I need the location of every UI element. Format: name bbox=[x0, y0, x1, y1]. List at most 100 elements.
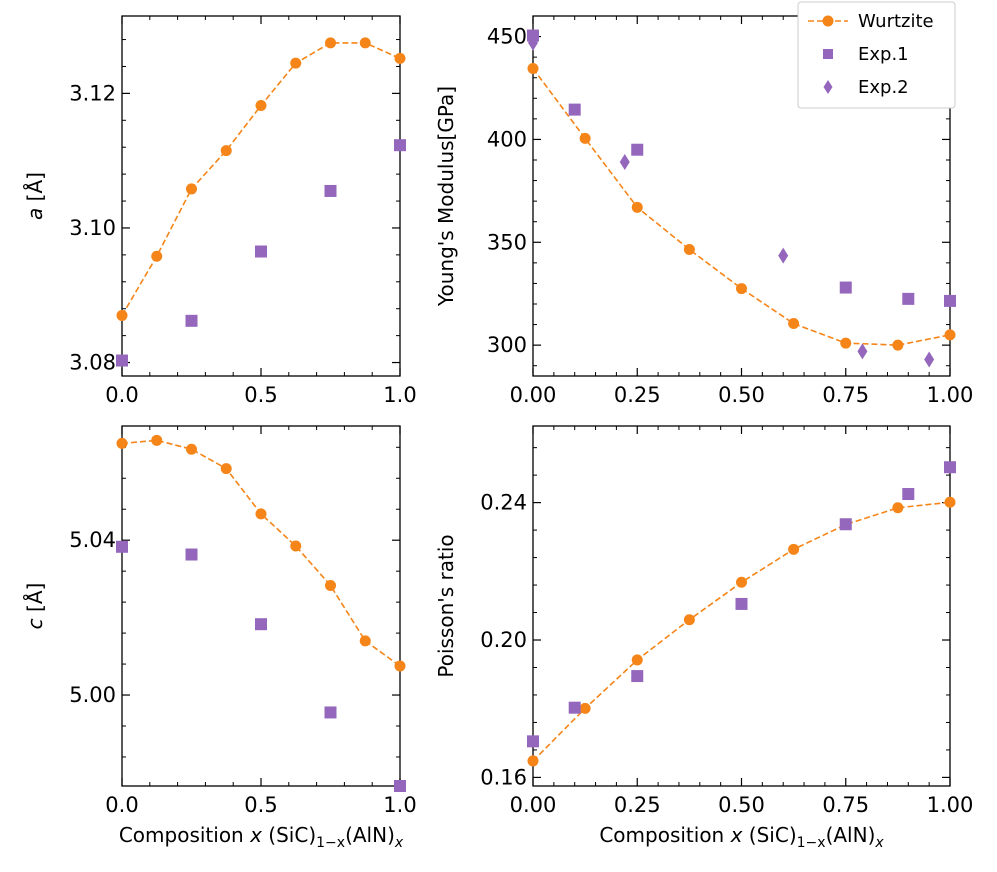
wurtzite-point bbox=[220, 463, 232, 475]
exp1-point bbox=[568, 103, 581, 116]
y-tick-label: 400 bbox=[487, 127, 527, 151]
exp1-point bbox=[185, 548, 198, 561]
wurtzite-point bbox=[683, 614, 695, 626]
wurtzite-point bbox=[359, 37, 371, 49]
y-tick-label: 3.10 bbox=[69, 216, 116, 240]
wurtzite-point bbox=[788, 543, 800, 555]
y-tick-label: 350 bbox=[487, 230, 527, 254]
wurtzite-point bbox=[579, 702, 591, 714]
wurtzite-point bbox=[116, 309, 128, 321]
legend: Wurtzite Exp.1 Exp.2 bbox=[797, 1, 956, 109]
x-tick-label: 0.00 bbox=[510, 383, 557, 407]
x-tick-label: 1.0 bbox=[383, 793, 416, 817]
exp2-point bbox=[619, 154, 630, 171]
exp1-point bbox=[839, 518, 852, 531]
exp1-point bbox=[185, 314, 198, 327]
legend-label-wurtzite: Wurtzite bbox=[858, 11, 934, 32]
exp1-point bbox=[568, 701, 581, 714]
exp2-point bbox=[857, 343, 868, 360]
wurtzite-point bbox=[290, 57, 302, 69]
y-tick-label: 300 bbox=[487, 333, 527, 357]
wurtzite-point bbox=[579, 132, 591, 144]
exp2-point bbox=[778, 247, 789, 264]
y-tick-label: 0.20 bbox=[480, 628, 527, 652]
wurtzite-point bbox=[944, 329, 956, 341]
x-tick-label: 1.00 bbox=[927, 383, 974, 407]
x-axis-label: Composition x (SiC)1−x(AlN)x bbox=[119, 823, 404, 851]
wurtzite-line bbox=[532, 67, 951, 346]
x-tick-label: 0.5 bbox=[244, 383, 277, 407]
wurtzite-point bbox=[736, 283, 747, 295]
legend-label-exp1: Exp.1 bbox=[858, 44, 909, 65]
wurtzite-line bbox=[532, 501, 951, 762]
legend-box bbox=[797, 1, 956, 109]
y-tick-label: 5.00 bbox=[69, 683, 116, 707]
panel-lattice-c: 0.0 0.5 1.0 5.00 5.04 c [Å] Composition x (SiC… bbox=[23, 425, 417, 851]
x-tick-label: 0.50 bbox=[718, 793, 765, 817]
wurtzite-point bbox=[840, 337, 852, 349]
exp1-point bbox=[255, 618, 267, 631]
x-tick-label: 0.75 bbox=[822, 383, 869, 407]
exp1-point bbox=[902, 488, 915, 501]
exp1-point bbox=[631, 143, 644, 156]
exp1-point bbox=[324, 184, 337, 197]
wurtzite-point bbox=[220, 145, 232, 157]
y-tick-label: 3.12 bbox=[69, 81, 116, 105]
y-tick-label: 0.24 bbox=[480, 491, 527, 515]
exp1-point bbox=[255, 245, 267, 258]
wurtzite-point bbox=[325, 37, 336, 49]
exp2-point bbox=[528, 34, 538, 51]
legend-label-exp2: Exp.2 bbox=[858, 77, 909, 98]
exp1-point bbox=[394, 780, 406, 792]
y-axis-label: a [Å] bbox=[23, 172, 47, 220]
x-tick-label: 0.00 bbox=[510, 793, 557, 817]
wurtzite-point bbox=[683, 243, 695, 255]
exp1-point bbox=[394, 139, 406, 152]
y-axis-label: c [Å] bbox=[23, 583, 47, 630]
x-tick-label: 0.5 bbox=[244, 793, 277, 817]
exp1-point bbox=[944, 294, 956, 307]
wurtzite-point bbox=[325, 579, 336, 591]
y-tick-label: 0.16 bbox=[480, 765, 527, 789]
wurtzite-line bbox=[121, 42, 401, 316]
legend-wurtzite-marker bbox=[822, 15, 834, 27]
wurtzite-point bbox=[186, 183, 197, 195]
x-tick-label: 0.50 bbox=[718, 383, 765, 407]
y-tick-label: 5.04 bbox=[69, 528, 116, 552]
wurtzite-point bbox=[631, 654, 643, 666]
wurtzite-point bbox=[892, 502, 904, 514]
panel-lattice-a: 0.0 0.5 1.0 3.08 3.10 3.12 a [Å] bbox=[23, 15, 417, 407]
x-tick-label: 0.75 bbox=[822, 793, 869, 817]
wurtzite-point bbox=[290, 540, 302, 552]
wurtzite-point bbox=[527, 62, 539, 74]
exp1-point bbox=[902, 292, 915, 305]
axes-frame bbox=[121, 15, 401, 377]
x-axis-label: Composition x (SiC)1−x(AlN)x bbox=[599, 823, 884, 851]
wurtzite-point bbox=[359, 635, 371, 647]
exp1-point bbox=[839, 281, 852, 294]
x-tick-label: 0.0 bbox=[105, 383, 138, 407]
legend-exp1-marker bbox=[823, 49, 833, 59]
exp1-point bbox=[116, 540, 128, 553]
wurtzite-point bbox=[788, 318, 800, 330]
x-tick-label: 0.25 bbox=[614, 793, 661, 817]
x-tick-label: 1.0 bbox=[383, 383, 416, 407]
wurtzite-point bbox=[151, 250, 163, 262]
x-tick-label: 0.0 bbox=[105, 793, 138, 817]
y-axis-label: Poisson's ratio bbox=[434, 534, 458, 677]
y-tick-label: 3.08 bbox=[69, 351, 116, 375]
x-tick-label: 1.00 bbox=[927, 793, 974, 817]
legend-exp2-marker bbox=[823, 80, 833, 94]
exp1-point bbox=[631, 670, 644, 683]
wurtzite-point bbox=[151, 434, 163, 446]
wurtzite-point bbox=[255, 508, 267, 520]
wurtzite-point bbox=[394, 660, 406, 672]
y-axis-label: Young's Modulus[GPa] bbox=[434, 86, 458, 307]
exp1-point bbox=[324, 706, 337, 719]
wurtzite-point bbox=[116, 437, 128, 449]
exp1-point bbox=[527, 735, 539, 748]
wurtzite-point bbox=[944, 496, 956, 508]
panel-poissons-ratio: 0.00 0.25 0.50 0.75 1.00 0.16 0.20 0.24 Poisson'… bbox=[434, 425, 974, 851]
wurtzite-point bbox=[186, 443, 197, 455]
